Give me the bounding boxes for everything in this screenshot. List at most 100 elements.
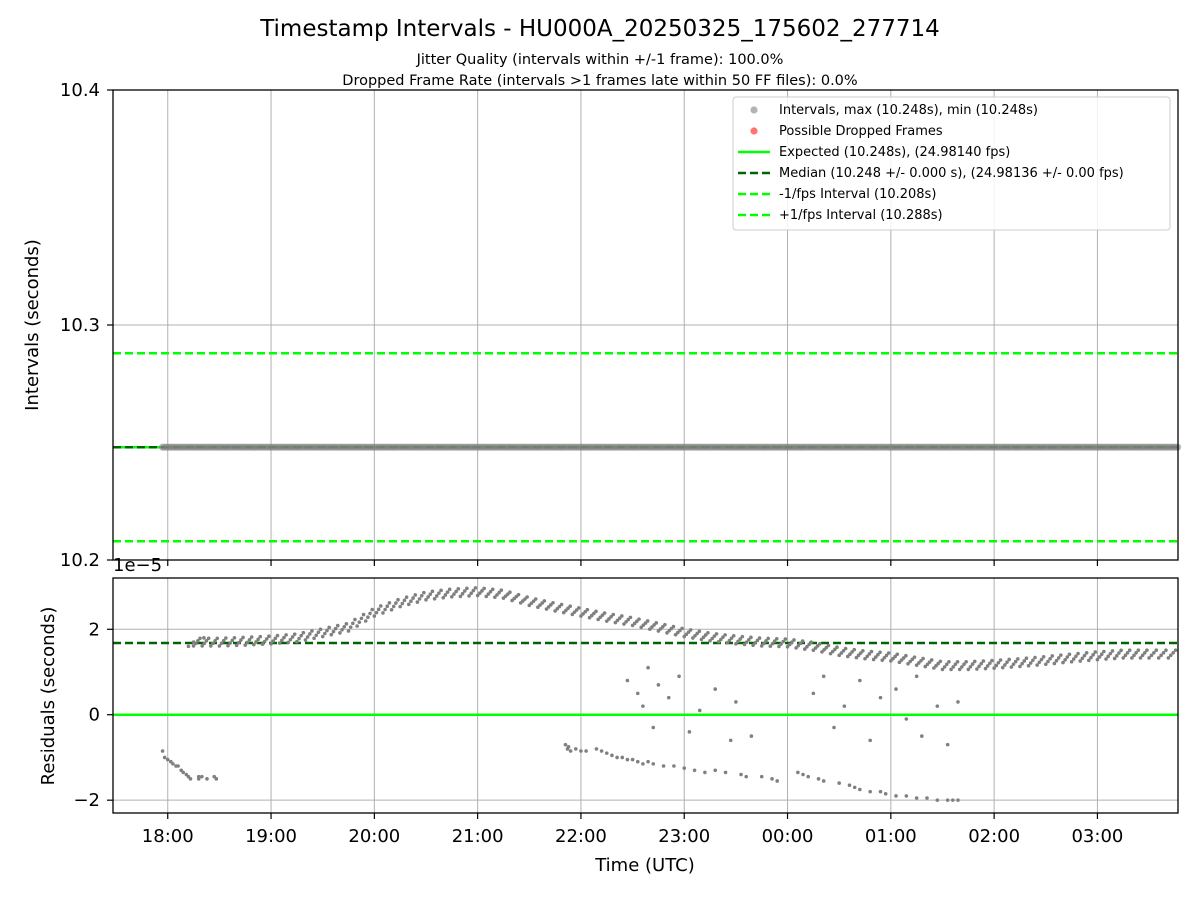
residual-point: [843, 646, 848, 651]
residual-point: [307, 632, 312, 636]
residual-point: [480, 589, 484, 593]
residual-point: [196, 777, 201, 781]
residual-point: [400, 601, 405, 606]
residual-point: [232, 635, 237, 640]
residual-point: [723, 770, 728, 775]
residual-point: [682, 766, 687, 770]
residual-point: [385, 604, 390, 608]
residual-point: [654, 621, 659, 625]
residual-point: [1043, 662, 1048, 667]
residual-point: [740, 634, 745, 639]
residual-point: [200, 644, 204, 648]
residuals-reference-lines: [113, 641, 1178, 716]
residual-point: [542, 599, 547, 603]
residual-point: [651, 762, 656, 766]
residual-point: [284, 633, 288, 637]
residual-point: [273, 636, 278, 641]
residual-point: [666, 695, 671, 700]
residual-point: [729, 636, 734, 640]
residual-point: [821, 779, 826, 783]
residual-point: [1099, 652, 1104, 656]
residual-point: [204, 639, 209, 643]
residual-point: [759, 774, 764, 779]
residual-point: [736, 639, 740, 644]
residual-point: [584, 749, 588, 753]
residual-point: [811, 691, 816, 696]
residual-point: [406, 602, 411, 607]
residual-point: [243, 643, 248, 647]
residual-point: [409, 599, 413, 604]
residual-point: [701, 635, 706, 639]
residual-point: [1123, 653, 1128, 658]
residual-point: [936, 661, 940, 666]
residual-point: [625, 757, 630, 762]
residual-point: [609, 614, 613, 619]
residual-point: [962, 662, 966, 667]
residual-point: [841, 648, 846, 653]
residual-point: [1095, 657, 1100, 662]
residual-point: [486, 592, 491, 596]
residual-point: [1173, 648, 1178, 653]
residual-point: [1009, 665, 1014, 669]
residual-point: [568, 604, 572, 608]
residual-point: [482, 586, 486, 591]
residual-point: [691, 636, 695, 640]
residual-point: [693, 633, 697, 638]
residual-point: [728, 738, 733, 743]
residual-point: [176, 764, 180, 768]
residual-point: [432, 596, 437, 601]
residual-point: [783, 637, 788, 641]
residual-point: [620, 614, 624, 618]
residual-point: [465, 586, 469, 591]
residual-point: [566, 744, 571, 749]
residual-point: [897, 660, 902, 665]
residual-point: [422, 590, 426, 595]
residual-point: [731, 634, 736, 638]
residual-point: [495, 593, 499, 597]
residual-point: [559, 602, 564, 607]
residual-point: [934, 664, 938, 668]
residual-point: [1082, 653, 1087, 658]
residual-point: [286, 640, 291, 645]
residual-point: [956, 700, 960, 704]
residual-point: [325, 628, 329, 633]
x-tick-label: 21:00: [452, 826, 504, 847]
legend-box: [732, 96, 1171, 231]
residual-point: [852, 647, 857, 652]
residual-point: [920, 734, 924, 738]
residual-point: [1164, 648, 1168, 653]
residual-point: [818, 642, 822, 646]
residual-point: [236, 640, 241, 645]
residual-point: [947, 659, 951, 664]
residual-point: [1097, 655, 1102, 659]
residual-point: [267, 634, 271, 639]
residual-point: [460, 591, 465, 596]
residual-point: [490, 587, 495, 592]
residual-point: [622, 622, 626, 626]
residual-point: [295, 639, 299, 644]
residual-point: [1003, 663, 1007, 667]
residual-point: [348, 625, 353, 629]
residual-point: [893, 654, 897, 659]
residual-point: [949, 667, 953, 672]
residual-point: [404, 595, 409, 600]
residual-point: [219, 641, 224, 646]
residual-point: [329, 632, 334, 637]
residual-point: [1127, 648, 1132, 653]
residual-point: [983, 666, 988, 671]
residual-point: [437, 591, 441, 595]
residual-point: [809, 640, 814, 645]
residual-point: [252, 642, 256, 647]
residual-point: [417, 597, 422, 601]
residual-point: [945, 742, 950, 747]
residual-point: [964, 659, 968, 664]
residual-point: [615, 618, 620, 623]
residual-point: [734, 700, 738, 704]
residual-point: [1156, 656, 1161, 660]
residual-point: [198, 636, 202, 641]
residual-point: [858, 678, 862, 683]
residual-point: [361, 612, 366, 617]
residual-point: [1154, 648, 1159, 653]
residual-point: [411, 596, 415, 600]
